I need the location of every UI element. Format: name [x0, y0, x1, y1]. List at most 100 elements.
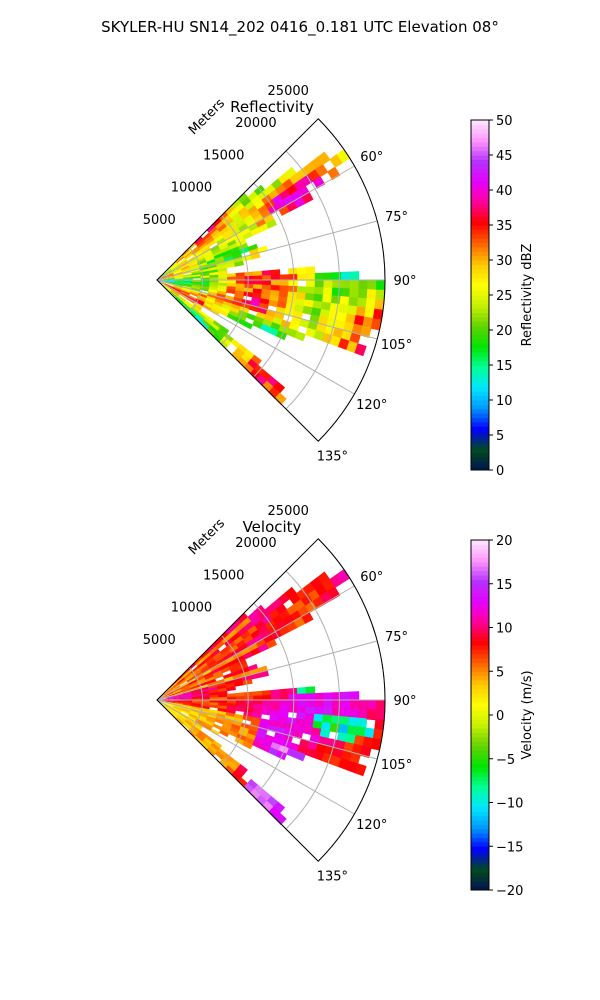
radar-cell — [275, 619, 288, 631]
radar-cell — [165, 273, 175, 278]
radar-cell — [270, 269, 281, 276]
colorbar-swatch — [471, 172, 489, 178]
radar-cell — [211, 247, 222, 255]
radar-cell — [349, 288, 360, 299]
radar-cell — [180, 264, 191, 271]
colorbar-swatch — [471, 828, 489, 834]
radial-tick-label: 15000 — [203, 148, 244, 163]
radar-cell — [228, 310, 239, 318]
radar-cell — [367, 280, 377, 291]
radar-cell — [188, 259, 198, 266]
radar-cell — [181, 707, 192, 713]
radar-cell — [174, 280, 184, 283]
radar-cell — [236, 238, 247, 247]
radar-cell — [183, 281, 193, 284]
radar-cell — [183, 251, 193, 259]
radar-cell — [270, 704, 281, 712]
radar-cell — [214, 330, 225, 340]
radar-cell — [262, 695, 272, 701]
radar-cell — [339, 296, 350, 307]
angular-tick-label: 105° — [381, 338, 412, 353]
radar-cell — [278, 290, 289, 298]
radar-cell — [340, 280, 351, 290]
radar-cell — [218, 700, 228, 704]
radar-cell — [234, 655, 246, 664]
radar-cell — [338, 304, 349, 315]
radar-cell — [296, 686, 307, 695]
radar-cell — [200, 695, 211, 699]
radar-cell — [234, 347, 245, 358]
radar-cell — [206, 295, 217, 302]
radar-cell — [243, 634, 254, 644]
radar-cell — [254, 619, 266, 631]
colorbar-swatch — [471, 295, 489, 300]
radar-cell — [175, 674, 184, 683]
radar-cell — [189, 711, 199, 718]
radar-cell — [223, 652, 234, 661]
radar-cell — [247, 778, 259, 790]
radar-cell — [305, 686, 316, 695]
colorbar-swatch — [471, 767, 489, 773]
radar-cell — [304, 292, 315, 302]
radar-cell — [217, 288, 228, 293]
radar-cell — [188, 294, 198, 301]
colorbar-tick-label: 10 — [496, 394, 513, 409]
colorbar-swatch — [471, 194, 489, 200]
azimuth-spoke — [156, 165, 355, 281]
colorbar-swatch — [471, 356, 489, 362]
radar-cell — [226, 686, 236, 692]
radar-cell — [170, 263, 180, 271]
radar-cell — [314, 280, 325, 289]
radar-cell — [200, 649, 210, 659]
colorbar-tick-label: 5 — [496, 429, 504, 444]
velocity-panel: Velocity 5000 10000 15000 20000 25000 Meters 60… — [143, 504, 535, 899]
radar-cell — [367, 700, 377, 711]
radar-cell — [244, 271, 254, 277]
radar-cell — [204, 720, 215, 727]
colorbar-swatch — [471, 680, 489, 685]
radar-cell — [223, 256, 234, 263]
radar-cell — [297, 700, 307, 708]
colorbar-tick-label: 0 — [496, 464, 504, 479]
radar-cell — [217, 748, 228, 758]
radar-cell — [214, 750, 225, 760]
radar-cell — [234, 317, 245, 326]
radar-cell — [224, 765, 236, 776]
radar-cell — [190, 688, 201, 693]
radar-cell — [209, 280, 219, 284]
radar-cell — [235, 696, 246, 701]
radar-cell — [314, 272, 325, 281]
radar-cell — [275, 330, 288, 341]
radar-cell — [247, 243, 259, 252]
radar-cell — [191, 272, 202, 276]
radar-cell — [204, 673, 215, 681]
colorbar-swatch — [471, 251, 489, 257]
colorbar-swatch — [471, 675, 489, 681]
colorbar-swatch — [471, 758, 489, 764]
radar-cell — [174, 283, 184, 286]
radar-cell — [252, 708, 263, 715]
radar-cell — [232, 300, 243, 307]
radar-cell — [274, 392, 287, 406]
colorbar-swatch — [471, 776, 489, 782]
radar-cell — [221, 649, 232, 658]
radar-cell — [214, 654, 225, 663]
radar-cell — [260, 743, 271, 753]
radar-cell — [209, 691, 219, 696]
radar-cell — [210, 244, 220, 252]
radar-cell — [288, 267, 298, 275]
radar-cell — [235, 706, 245, 712]
radar-cell — [216, 261, 227, 268]
colorbar-swatch — [471, 872, 489, 878]
colorbar-swatch — [471, 185, 489, 191]
colorbar-swatch — [471, 557, 489, 563]
colorbar-swatch — [471, 351, 489, 357]
radar-cell — [257, 624, 269, 635]
colorbar-swatch — [471, 701, 489, 707]
radar-cell — [195, 733, 205, 743]
radar-cell — [219, 646, 230, 656]
radar-cell — [226, 273, 237, 278]
radar-cell — [164, 692, 174, 697]
radar-cell — [217, 328, 228, 338]
radar-cell — [218, 759, 229, 769]
